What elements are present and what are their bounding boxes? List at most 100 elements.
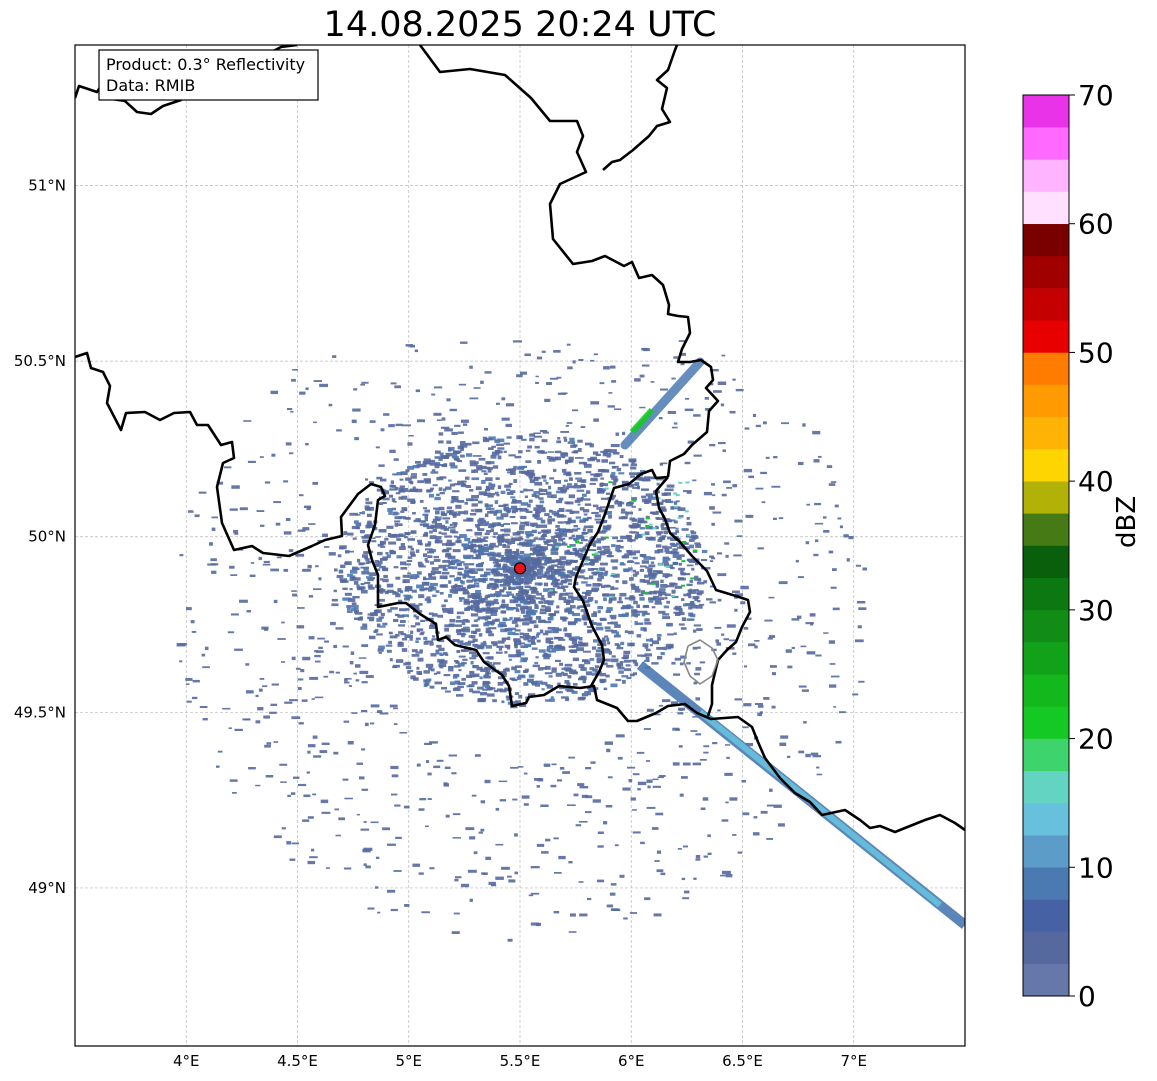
echo-cell (538, 497, 544, 500)
echo-cell (735, 388, 744, 392)
echo-cell (465, 485, 472, 488)
echo-cell (626, 534, 630, 538)
echo-cell (336, 429, 342, 432)
echo-cell (545, 481, 549, 485)
echo-cell (695, 733, 702, 736)
echo-cell (508, 586, 512, 591)
echo-cell (529, 544, 536, 547)
echo-cell (583, 513, 588, 516)
echo-cell (644, 591, 652, 595)
echo-cell (545, 608, 551, 612)
echo-cell (456, 536, 461, 540)
echo-cell (722, 449, 726, 453)
echo-cell (657, 656, 663, 660)
echo-cell (601, 469, 610, 473)
echo-cell (255, 784, 261, 787)
echo-cell (761, 501, 766, 504)
echo-cell (430, 471, 439, 474)
echo-cell (475, 628, 481, 632)
echo-cell (592, 504, 599, 508)
echo-cell (498, 670, 507, 674)
echo-cell (604, 570, 609, 573)
echo-cell (725, 554, 729, 558)
border-nl-de (602, 45, 679, 171)
echo-cell (565, 668, 573, 672)
echo-cell (514, 871, 518, 875)
echo-cell (489, 556, 496, 561)
echo-cell (578, 535, 584, 539)
echo-cell (627, 567, 633, 571)
echo-cell (288, 549, 294, 553)
echo-cell (499, 589, 504, 593)
lon-tick-label: 5.5°E (500, 1052, 541, 1070)
echo-cell (636, 604, 640, 609)
echo-cell (338, 569, 344, 574)
echo-cell (595, 626, 604, 631)
echo-cell (502, 563, 508, 568)
echo-cell (271, 683, 279, 686)
echo-cell (487, 495, 494, 498)
echo-cell (541, 688, 545, 691)
echo-cell (424, 742, 432, 745)
echo-cell (608, 504, 615, 509)
echo-cell (525, 580, 532, 584)
echo-cell (735, 593, 744, 596)
echo-cell (736, 535, 743, 537)
echo-cell (777, 823, 785, 827)
echo-cell (417, 673, 423, 675)
echo-cell (435, 450, 441, 454)
echo-cell (432, 484, 438, 487)
echo-cell (404, 597, 410, 601)
echo-cell (415, 615, 420, 620)
echo-cell (548, 641, 554, 645)
echo-cell (466, 529, 473, 532)
echo-cell (354, 617, 360, 620)
echo-cell (688, 606, 693, 610)
echo-cell (538, 488, 543, 493)
echo-cell (461, 419, 469, 423)
echo-cell (539, 430, 548, 433)
echo-cell (486, 530, 492, 533)
echo-cell (485, 630, 493, 634)
echo-cell (541, 605, 546, 608)
echo-cell (461, 883, 470, 888)
echo-cell (673, 505, 678, 508)
echo-cell (578, 461, 585, 465)
echo-cell (264, 744, 271, 748)
echo-cell (561, 667, 567, 671)
echo-cell (590, 401, 600, 405)
echo-cell (520, 515, 527, 520)
echo-cell (639, 554, 644, 557)
echo-cell (340, 564, 346, 569)
echo-cell (216, 765, 220, 768)
echo-cell (658, 597, 665, 600)
echo-cell (229, 565, 235, 569)
echo-cell (556, 637, 564, 639)
echo-cell (415, 549, 420, 553)
echo-cell (573, 525, 578, 528)
echo-cell (555, 558, 561, 562)
echo-cell (524, 531, 533, 535)
echo-cell (428, 576, 437, 580)
echo-cell (744, 427, 750, 430)
echo-cell (261, 626, 269, 630)
echo-cell (528, 674, 535, 678)
echo-cell (654, 602, 663, 605)
map-frame (74, 44, 966, 1047)
echo-cell (686, 618, 695, 621)
echo-cell (641, 478, 651, 482)
echo-cell (531, 557, 535, 561)
echo-cell (242, 718, 251, 721)
echo-cell (541, 551, 545, 555)
echo-cell (397, 588, 402, 592)
echo-cell (478, 596, 483, 599)
echo-cell (204, 646, 209, 651)
echo-cell (330, 621, 336, 626)
echo-cell (548, 458, 556, 462)
echo-cell (675, 500, 680, 503)
echo-cell (531, 524, 535, 527)
echo-cell (466, 453, 473, 457)
echo-cell (639, 374, 645, 378)
echo-cell (609, 461, 616, 465)
echo-cell (366, 513, 372, 517)
